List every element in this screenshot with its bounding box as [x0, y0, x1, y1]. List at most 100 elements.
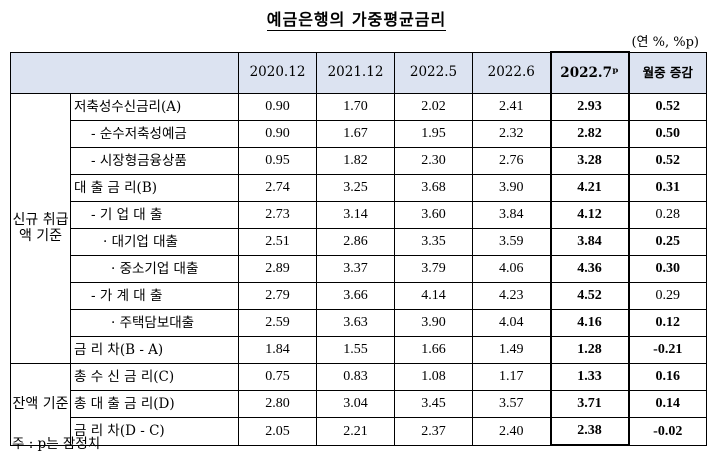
- row-label: 총 수 신 금 리(C): [70, 363, 239, 391]
- cell: -0.02: [628, 417, 707, 446]
- cell: 4.21: [549, 174, 630, 202]
- row-label: - 가 계 대 출: [70, 282, 239, 310]
- cell: 4.04: [472, 309, 551, 337]
- cell: 2.32: [472, 120, 551, 148]
- cell: 1.66: [394, 336, 473, 364]
- cell: 2.37: [394, 417, 473, 446]
- row-label: · 주택담보대출: [70, 309, 239, 337]
- cell: 3.59: [472, 228, 551, 256]
- cell: 3.84: [472, 201, 551, 229]
- cell: 3.90: [472, 174, 551, 202]
- cell: 2.79: [238, 282, 317, 310]
- cell: 3.60: [394, 201, 473, 229]
- table-row: 잔액 기준 총 수 신 금 리(C) 0.75 0.83 1.08 1.17 1…: [10, 363, 707, 446]
- cell: 1.17: [472, 363, 551, 391]
- table-row: - 가 계 대 출 2.79 3.66 4.14 4.23 4.52 0.29: [11, 282, 707, 310]
- cell: 4.12: [549, 201, 630, 229]
- col-header: 2022.6: [472, 51, 551, 94]
- col-header: 2022.5: [394, 51, 473, 94]
- row-label: - 시장형금융상품: [70, 147, 239, 175]
- cell: 0.25: [628, 228, 707, 256]
- table-row: 금 리 차(D - C) 2.05 2.21 2.37 2.40 2.38 -0…: [11, 417, 707, 446]
- cell: 3.68: [394, 174, 473, 202]
- header-corner: [10, 51, 239, 94]
- table-title: 예금은행의 가중평균금리: [266, 10, 447, 31]
- cell: 0.90: [238, 120, 317, 148]
- cell: 3.14: [316, 201, 395, 229]
- cell: 2.02: [394, 93, 473, 121]
- group-label-new: 신규 취급액 기준: [10, 93, 71, 364]
- table-row: - 시장형금융상품 0.95 1.82 2.30 2.76 3.28 0.52: [11, 147, 707, 175]
- cell: 2.82: [549, 120, 630, 148]
- cell: 1.82: [316, 147, 395, 175]
- cell: 2.21: [316, 417, 395, 446]
- table-row: 금 리 차(B - A) 1.84 1.55 1.66 1.49 1.28 -0…: [11, 336, 707, 364]
- cell: 2.80: [238, 390, 317, 418]
- header-row: 2020.12 2021.12 2022.5 2022.6 2022.7ᵖ 월중…: [10, 51, 707, 94]
- cell: 4.23: [472, 282, 551, 310]
- cell: 0.12: [628, 309, 707, 337]
- group-label-balance: 잔액 기준: [10, 363, 71, 446]
- cell: 4.36: [549, 255, 630, 283]
- cell: 1.84: [238, 336, 317, 364]
- cell: 3.28: [549, 147, 630, 175]
- cell: 0.30: [628, 255, 707, 283]
- cell: 2.51: [238, 228, 317, 256]
- cell: 1.55: [316, 336, 395, 364]
- cell: 1.67: [316, 120, 395, 148]
- table-row: · 주택담보대출 2.59 3.63 3.90 4.04 4.16 0.12: [11, 309, 707, 337]
- cell: 0.52: [628, 147, 707, 175]
- table-row: · 대기업 대출 2.51 2.86 3.35 3.59 3.84 0.25: [11, 228, 707, 256]
- table-row: 대 출 금 리(B) 2.74 3.25 3.68 3.90 4.21 0.31: [11, 174, 707, 202]
- cell: 1.33: [549, 363, 630, 391]
- cell: 3.84: [549, 228, 630, 256]
- row-label: · 대기업 대출: [70, 228, 239, 256]
- cell: 2.74: [238, 174, 317, 202]
- cell: 0.75: [238, 363, 317, 391]
- cell: 0.52: [628, 93, 707, 121]
- cell: 0.14: [628, 390, 707, 418]
- cell: 0.16: [628, 363, 707, 391]
- cell: 3.35: [394, 228, 473, 256]
- cell: 4.06: [472, 255, 551, 283]
- col-header: 2020.12: [238, 51, 317, 94]
- cell: 1.49: [472, 336, 551, 364]
- cell: 0.50: [628, 120, 707, 148]
- row-label: 금 리 차(B - A): [70, 336, 239, 364]
- cell: 4.14: [394, 282, 473, 310]
- cell: 3.66: [316, 282, 395, 310]
- cell: 2.86: [316, 228, 395, 256]
- col-header: 2021.12: [316, 51, 395, 94]
- cell: 3.37: [316, 255, 395, 283]
- cell: 1.08: [394, 363, 473, 391]
- row-label: 총 대 출 금 리(D): [70, 390, 239, 418]
- cell: 3.45: [394, 390, 473, 418]
- row-label: 대 출 금 리(B): [70, 174, 239, 202]
- cell: 0.28: [628, 201, 707, 229]
- cell: 2.73: [238, 201, 317, 229]
- table-row: - 기 업 대 출 2.73 3.14 3.60 3.84 4.12 0.28: [11, 201, 707, 229]
- cell: 0.95: [238, 147, 317, 175]
- interest-rate-table: 2020.12 2021.12 2022.5 2022.6 2022.7ᵖ 월중…: [10, 51, 707, 446]
- table-row: 신규 취급액 기준 저축성수신금리(A) 0.90 1.70 2.02 2.41…: [10, 93, 707, 364]
- cell: 3.71: [549, 390, 630, 418]
- cell: 4.52: [549, 282, 630, 310]
- cell: 0.90: [238, 93, 317, 121]
- cell: 1.95: [394, 120, 473, 148]
- row-label: - 순수저축성예금: [70, 120, 239, 148]
- table-row: - 순수저축성예금 0.90 1.67 1.95 2.32 2.82 0.50: [11, 120, 707, 148]
- row-label: · 중소기업 대출: [70, 255, 239, 283]
- cell: 2.93: [549, 93, 630, 121]
- row-label: 금 리 차(D - C): [70, 417, 239, 446]
- cell: 2.38: [549, 417, 630, 446]
- col-header-change: 월중 증감: [628, 51, 707, 94]
- cell: 3.90: [394, 309, 473, 337]
- cell: 2.05: [238, 417, 317, 446]
- col-header-latest: 2022.7ᵖ: [549, 51, 630, 94]
- table-row: · 중소기업 대출 2.89 3.37 3.79 4.06 4.36 0.30: [11, 255, 707, 283]
- cell: 2.59: [238, 309, 317, 337]
- cell: 0.83: [316, 363, 395, 391]
- row-label: - 기 업 대 출: [70, 201, 239, 229]
- cell: 4.16: [549, 309, 630, 337]
- cell: 2.41: [472, 93, 551, 121]
